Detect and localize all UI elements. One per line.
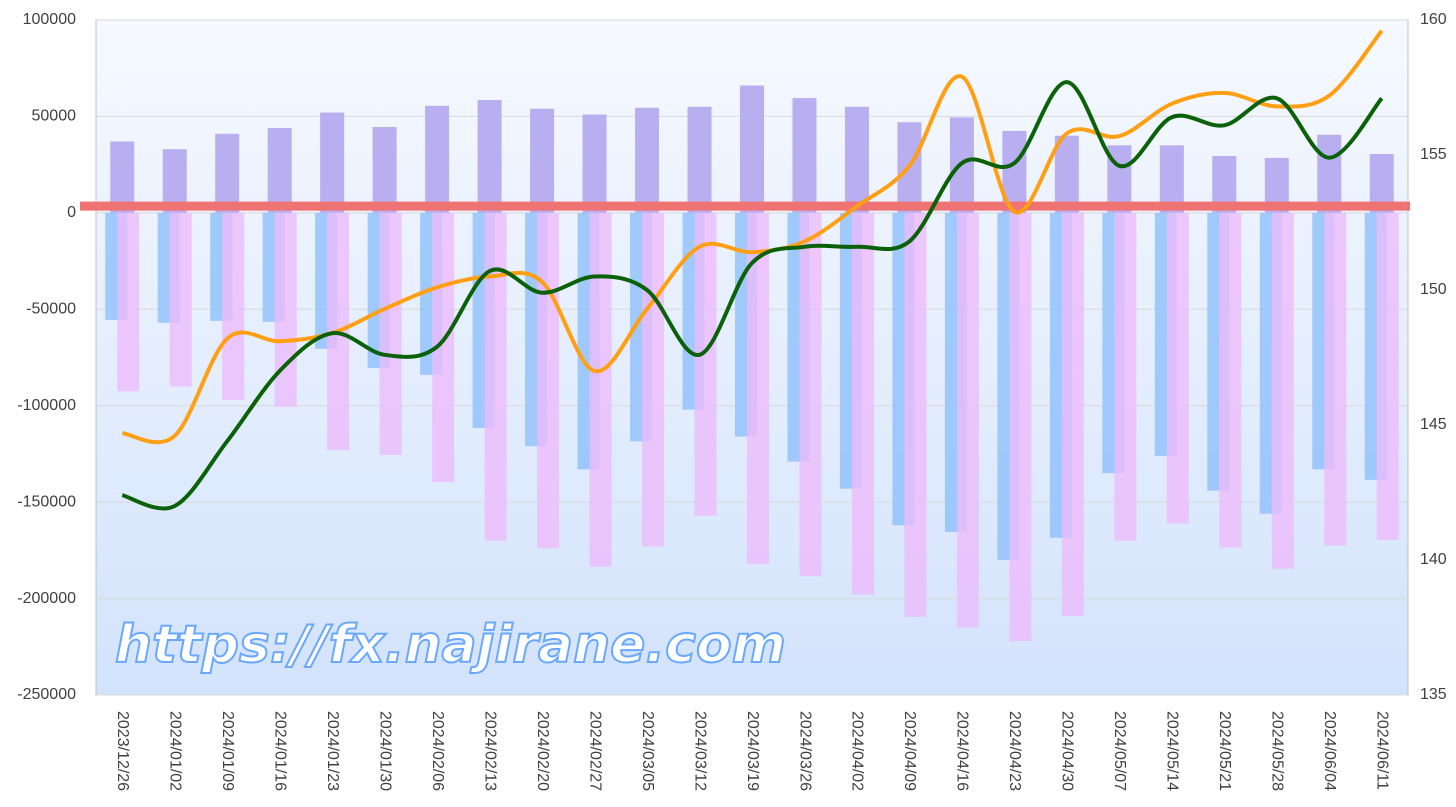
bar bbox=[110, 141, 135, 213]
bar bbox=[215, 133, 240, 213]
y2-tick-label: 135 bbox=[1420, 686, 1447, 703]
x-tick-label: 2024/01/30 bbox=[376, 711, 393, 791]
bar bbox=[740, 85, 764, 213]
x-tick-label: 2024/04/16 bbox=[954, 711, 971, 791]
x-tick-label: 2024/06/04 bbox=[1321, 711, 1338, 791]
x-tick-label: 2024/02/06 bbox=[429, 711, 446, 791]
x-tick-label: 2024/04/02 bbox=[849, 711, 866, 791]
x-tick-label: 2024/02/20 bbox=[534, 711, 551, 791]
x-tick-label: 2024/05/21 bbox=[1216, 711, 1233, 791]
bar bbox=[1009, 212, 1032, 641]
bar bbox=[267, 128, 292, 213]
bar bbox=[169, 212, 192, 387]
watermark: https://fx.najirane.com bbox=[115, 615, 786, 675]
x-tick-label: 2024/03/26 bbox=[796, 711, 813, 791]
y-tick-label: 50000 bbox=[32, 108, 77, 125]
bar bbox=[635, 107, 660, 213]
x-tick-label: 2024/01/02 bbox=[166, 711, 183, 791]
bar bbox=[1271, 212, 1294, 569]
line bbox=[121, 80, 1384, 511]
x-tick-label: 2024/06/11 bbox=[1374, 711, 1391, 790]
bar bbox=[1061, 212, 1084, 616]
bar bbox=[432, 212, 455, 482]
bar bbox=[851, 212, 874, 595]
bar bbox=[320, 112, 345, 213]
bar bbox=[425, 105, 450, 213]
y-tick-label: -100000 bbox=[17, 397, 76, 414]
bar bbox=[1166, 212, 1189, 524]
bar bbox=[222, 212, 245, 400]
bar bbox=[747, 212, 769, 564]
bar bbox=[372, 127, 397, 213]
y-tick-label: -250000 bbox=[17, 686, 76, 703]
x-tick-label: 2024/01/16 bbox=[271, 711, 288, 791]
x-tick-label: 2024/01/09 bbox=[219, 711, 236, 791]
x-tick-label: 2024/04/09 bbox=[901, 711, 918, 791]
x-tick-label: 2024/03/05 bbox=[639, 711, 656, 791]
y2-tick-label: 160 bbox=[1420, 11, 1447, 28]
x-tick-label: 2024/04/23 bbox=[1006, 711, 1023, 791]
y2-tick-label: 145 bbox=[1420, 416, 1447, 433]
bar bbox=[274, 212, 297, 407]
x-tick-label: 2024/03/12 bbox=[691, 711, 708, 791]
bar bbox=[484, 212, 507, 541]
bar bbox=[1114, 212, 1137, 541]
bar bbox=[537, 212, 560, 549]
bar bbox=[1219, 212, 1242, 548]
y-tick-label: 0 bbox=[67, 204, 76, 221]
bar bbox=[799, 212, 822, 577]
y-tick-label: -200000 bbox=[17, 590, 76, 607]
y-tick-label: -50000 bbox=[26, 301, 76, 318]
bar bbox=[687, 106, 712, 213]
bar bbox=[117, 212, 140, 392]
x-tick-label: 2024/05/14 bbox=[1164, 711, 1181, 791]
x-tick-label: 2024/02/13 bbox=[481, 711, 498, 791]
y2-tick-label: 140 bbox=[1420, 551, 1447, 568]
bar bbox=[1054, 135, 1079, 213]
bar bbox=[530, 108, 555, 213]
bar bbox=[582, 114, 607, 213]
bar bbox=[904, 212, 927, 617]
bar bbox=[1317, 134, 1342, 213]
x-tick-label: 2024/03/19 bbox=[744, 711, 761, 791]
x-tick-label: 2024/01/23 bbox=[324, 711, 341, 791]
bar bbox=[589, 212, 612, 567]
bar bbox=[379, 212, 402, 455]
x-tick-label: 2024/04/30 bbox=[1059, 711, 1076, 791]
bar bbox=[1324, 212, 1347, 546]
bar bbox=[642, 212, 665, 547]
bar bbox=[1376, 212, 1399, 540]
x-tick-label: 2024/05/07 bbox=[1111, 711, 1128, 791]
y-tick-label: -150000 bbox=[17, 493, 76, 510]
y-tick-label: 100000 bbox=[23, 11, 76, 28]
x-tick-label: 2024/05/28 bbox=[1269, 711, 1286, 791]
bar bbox=[956, 212, 979, 628]
x-tick-label: 2023/12/26 bbox=[114, 711, 131, 791]
bar bbox=[792, 98, 817, 213]
bar bbox=[844, 106, 869, 213]
bar bbox=[477, 100, 502, 213]
bar bbox=[694, 212, 717, 516]
y2-tick-label: 150 bbox=[1420, 281, 1447, 298]
y2-tick-label: 155 bbox=[1420, 146, 1447, 163]
x-tick-label: 2024/02/27 bbox=[586, 711, 603, 791]
